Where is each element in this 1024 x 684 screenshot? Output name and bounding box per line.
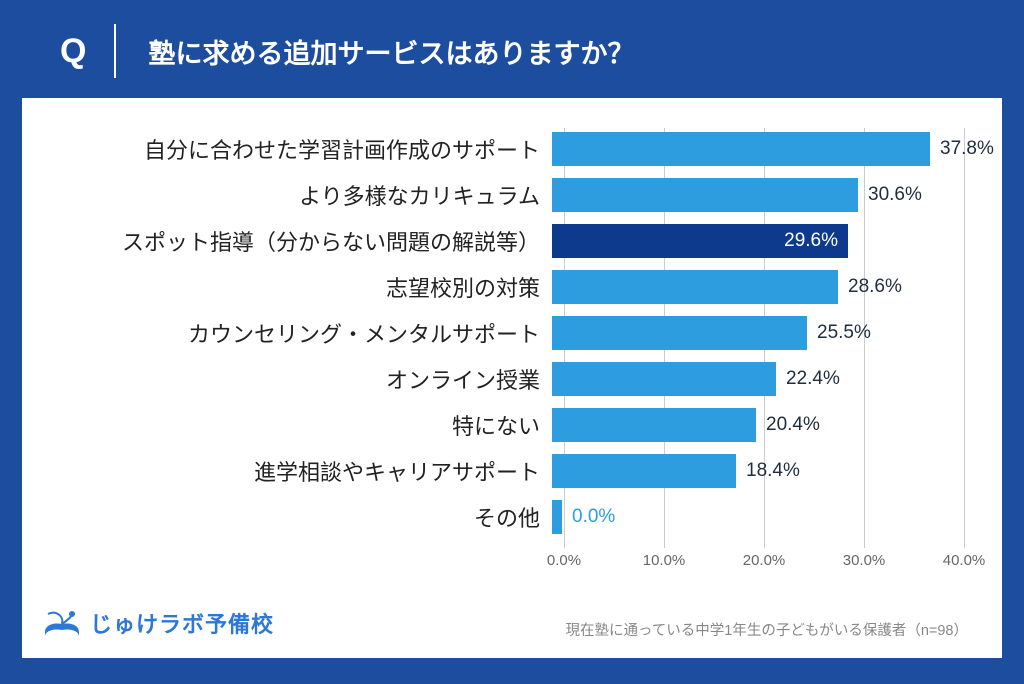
bar: 22.4% bbox=[552, 362, 776, 396]
bar: 20.4% bbox=[552, 408, 756, 442]
bar-label: カウンセリング・メンタルサポート bbox=[42, 317, 552, 349]
bar-value: 30.6% bbox=[868, 184, 922, 206]
bar-row: オンライン授業22.4% bbox=[42, 358, 962, 400]
bar: 0.0% bbox=[552, 500, 562, 534]
gridline bbox=[964, 128, 965, 548]
bar-value: 28.6% bbox=[848, 276, 902, 298]
bar-row: カウンセリング・メンタルサポート25.5% bbox=[42, 312, 962, 354]
bar-region: 28.6% bbox=[552, 266, 952, 308]
brand-logo: じゅけラボ予備校 bbox=[42, 606, 274, 640]
bar-label: 志望校別の対策 bbox=[42, 271, 552, 303]
bar-value: 0.0% bbox=[572, 506, 615, 528]
bar-region: 18.4% bbox=[552, 450, 952, 492]
bar-row: スポット指導（分からない問題の解説等） 29.6% bbox=[42, 220, 962, 262]
chart-footer: じゅけラボ予備校 現在塾に通っている中学1年生の子どもがいる保護者（n=98） bbox=[42, 606, 968, 640]
bar-label: 特にない bbox=[42, 409, 552, 441]
bar-value: 37.8% bbox=[940, 138, 994, 160]
bar-region: 0.0% bbox=[552, 496, 952, 538]
x-tick-label: 10.0% bbox=[643, 552, 686, 569]
bar: 30.6% bbox=[552, 178, 858, 212]
bar-value: 25.5% bbox=[817, 322, 871, 344]
book-icon bbox=[42, 606, 82, 640]
q-mark: Q bbox=[60, 24, 116, 78]
bar-chart: 自分に合わせた学習計画作成のサポート37.8%より多様なカリキュラム30.6%ス… bbox=[42, 128, 962, 548]
x-tick-label: 30.0% bbox=[843, 552, 886, 569]
bar: 25.5% bbox=[552, 316, 807, 350]
question-title: 塾に求める追加サービスはありますか？ bbox=[116, 32, 634, 71]
bar-region: 29.6% bbox=[552, 220, 952, 262]
bar-label: 進学相談やキャリアサポート bbox=[42, 455, 552, 487]
bar-label: スポット指導（分からない問題の解説等） bbox=[42, 225, 552, 257]
bar-region: 30.6% bbox=[552, 174, 952, 216]
bar-region: 22.4% bbox=[552, 358, 952, 400]
bar-label: オンライン授業 bbox=[42, 363, 552, 395]
bar-value: 20.4% bbox=[766, 414, 820, 436]
bar: 28.6% bbox=[552, 270, 838, 304]
bar-label: その他 bbox=[42, 501, 552, 533]
bar-region: 25.5% bbox=[552, 312, 952, 354]
bar: 18.4% bbox=[552, 454, 736, 488]
x-tick-label: 20.0% bbox=[743, 552, 786, 569]
bar-row: 志望校別の対策28.6% bbox=[42, 266, 962, 308]
footnote: 現在塾に通っている中学1年生の子どもがいる保護者（n=98） bbox=[566, 619, 969, 640]
x-tick-label: 0.0% bbox=[547, 552, 581, 569]
bar-label: より多様なカリキュラム bbox=[42, 179, 552, 211]
bar: 29.6% bbox=[552, 224, 848, 258]
bar-value: 29.6% bbox=[784, 230, 838, 252]
bar-region: 20.4% bbox=[552, 404, 952, 446]
bar-row: 進学相談やキャリアサポート18.4% bbox=[42, 450, 962, 492]
bar-row: 自分に合わせた学習計画作成のサポート37.8% bbox=[42, 128, 962, 170]
x-tick-label: 40.0% bbox=[943, 552, 986, 569]
logo-text: じゅけラボ予備校 bbox=[90, 607, 274, 639]
bar: 37.8% bbox=[552, 132, 930, 166]
bar-region: 37.8% bbox=[552, 128, 952, 170]
bar-value: 22.4% bbox=[786, 368, 840, 390]
bar-row: より多様なカリキュラム30.6% bbox=[42, 174, 962, 216]
bar-row: 特にない20.4% bbox=[42, 404, 962, 446]
bar-label: 自分に合わせた学習計画作成のサポート bbox=[42, 133, 552, 165]
chart-area: 自分に合わせた学習計画作成のサポート37.8%より多様なカリキュラム30.6%ス… bbox=[22, 98, 1002, 658]
bar-row: その他0.0% bbox=[42, 496, 962, 538]
bar-value: 18.4% bbox=[746, 460, 800, 482]
header: Q 塾に求める追加サービスはありますか？ bbox=[0, 0, 1024, 98]
